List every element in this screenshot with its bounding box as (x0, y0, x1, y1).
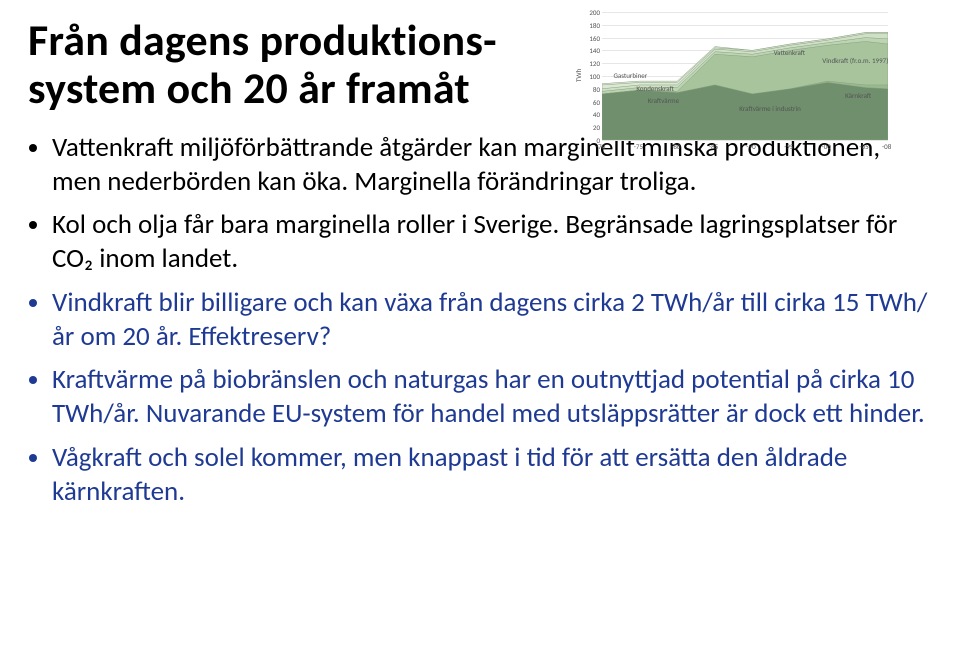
chart-series-label: Kärnkraft (845, 91, 871, 100)
slide: Från dagens produktions- system och 20 å… (0, 0, 960, 667)
chart-series-label: Gasturbiner (613, 71, 647, 80)
bullet-list: Vattenkraft miljöförbättrande åtgärder k… (28, 131, 932, 509)
chart-plot-area: 020406080100120140160180200-70-75-80-85-… (602, 12, 888, 140)
chart-xtick: -80 (671, 142, 680, 151)
title-line-1: Från dagens produktions- (28, 13, 497, 67)
chart-ytick: 120 (584, 59, 600, 68)
chart-xtick: -75 (634, 142, 643, 151)
chart-series-label: Kondenskraft (636, 84, 674, 93)
bullet-item: Vågkraft och solel kommer, men knappast … (52, 441, 932, 509)
chart-series-label: Vindkraft (fr.o.m. 1997) (822, 56, 888, 65)
title-line-2: system och 20 år framåt (28, 61, 470, 115)
energy-production-area-chart: TWh 020406080100120140160180200-70-75-80-… (566, 6, 896, 156)
chart-ytick: 160 (584, 34, 600, 43)
chart-ytick: 80 (584, 85, 600, 94)
slide-title: Från dagens produktions- system och 20 å… (28, 16, 588, 113)
chart-xtick: -85 (709, 142, 718, 151)
chart-ytick: 100 (584, 72, 600, 81)
chart-ytick: 40 (584, 110, 600, 119)
chart-xtick: -95 (784, 142, 793, 151)
bullet-item: Vindkraft blir billigare och kan växa fr… (52, 286, 932, 354)
chart-ytick: 180 (584, 21, 600, 30)
chart-gridline (602, 140, 888, 141)
chart-ytick: 60 (584, 98, 600, 107)
chart-xtick: -70 (596, 142, 605, 151)
chart-xtick: -00 (822, 142, 831, 151)
chart-ytick: 20 (584, 123, 600, 132)
chart-series-label: Vattenkraft (774, 48, 806, 57)
chart-ytick: 140 (584, 46, 600, 55)
chart-xtick: -90 (746, 142, 755, 151)
chart-xtick: -08 (882, 142, 891, 151)
chart-wrap: TWh 020406080100120140160180200-70-75-80-… (566, 6, 896, 156)
bullet-item: Kol och olja får bara marginella roller … (52, 208, 932, 276)
bullet-item: Kraftvärme på biobränslen och naturgas h… (52, 363, 932, 431)
chart-yaxis-title: TWh (574, 69, 583, 82)
chart-ytick: 200 (584, 8, 600, 17)
chart-series-label: Kraftvärme (648, 96, 679, 105)
chart-series-label: Kraftvärme i industrin (739, 104, 801, 113)
chart-xtick: -05 (859, 142, 868, 151)
